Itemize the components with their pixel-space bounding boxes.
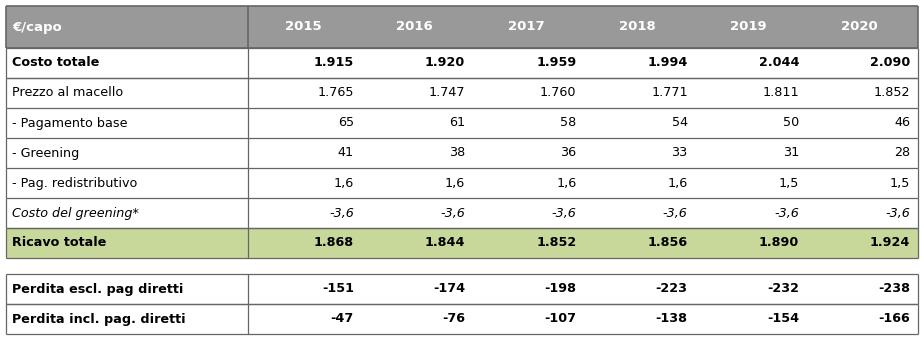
Text: 1.924: 1.924 xyxy=(869,237,910,250)
Text: 2016: 2016 xyxy=(396,20,433,34)
Text: -198: -198 xyxy=(544,282,577,295)
Bar xyxy=(6,168,918,198)
Text: 1,6: 1,6 xyxy=(334,176,354,189)
Text: 1.811: 1.811 xyxy=(762,87,799,100)
Text: 58: 58 xyxy=(560,116,577,130)
Text: 2019: 2019 xyxy=(730,20,767,34)
Text: 2018: 2018 xyxy=(619,20,655,34)
Bar xyxy=(6,228,918,258)
Text: 1.844: 1.844 xyxy=(425,237,465,250)
Text: -3,6: -3,6 xyxy=(441,207,465,219)
Text: 2015: 2015 xyxy=(285,20,322,34)
Text: Prezzo al macello: Prezzo al macello xyxy=(12,87,123,100)
Text: -166: -166 xyxy=(879,313,910,325)
Bar xyxy=(6,274,918,304)
Text: 41: 41 xyxy=(338,146,354,160)
Text: -151: -151 xyxy=(322,282,354,295)
Text: 1,6: 1,6 xyxy=(445,176,465,189)
Text: -47: -47 xyxy=(331,313,354,325)
Text: Costo del greening*: Costo del greening* xyxy=(12,207,139,219)
Text: 33: 33 xyxy=(672,146,687,160)
Text: 1.959: 1.959 xyxy=(536,57,577,69)
Text: 28: 28 xyxy=(894,146,910,160)
Text: -3,6: -3,6 xyxy=(885,207,910,219)
Text: Perdita incl. pag. diretti: Perdita incl. pag. diretti xyxy=(12,313,186,325)
Text: 61: 61 xyxy=(449,116,465,130)
Bar xyxy=(6,78,918,108)
Text: 50: 50 xyxy=(783,116,799,130)
Text: 65: 65 xyxy=(338,116,354,130)
Text: - Pag. redistributivo: - Pag. redistributivo xyxy=(12,176,138,189)
Text: 1.771: 1.771 xyxy=(651,87,687,100)
Text: - Pagamento base: - Pagamento base xyxy=(12,116,128,130)
Text: 36: 36 xyxy=(560,146,577,160)
Text: 1.760: 1.760 xyxy=(540,87,577,100)
Bar xyxy=(6,6,918,48)
Text: 1.765: 1.765 xyxy=(318,87,354,100)
Text: 1,5: 1,5 xyxy=(890,176,910,189)
Text: -107: -107 xyxy=(544,313,577,325)
Text: €/capo: €/capo xyxy=(12,20,62,34)
Text: 46: 46 xyxy=(894,116,910,130)
Text: 2017: 2017 xyxy=(507,20,544,34)
Text: -3,6: -3,6 xyxy=(552,207,577,219)
Text: 1.856: 1.856 xyxy=(648,237,687,250)
Text: Ricavo totale: Ricavo totale xyxy=(12,237,106,250)
Text: -138: -138 xyxy=(656,313,687,325)
Text: -238: -238 xyxy=(879,282,910,295)
Bar xyxy=(6,48,918,78)
Text: 54: 54 xyxy=(672,116,687,130)
Bar xyxy=(6,198,918,228)
Text: 2.090: 2.090 xyxy=(870,57,910,69)
Text: -3,6: -3,6 xyxy=(774,207,799,219)
Text: -232: -232 xyxy=(767,282,799,295)
Text: 1.994: 1.994 xyxy=(648,57,687,69)
Text: 1,6: 1,6 xyxy=(667,176,687,189)
Text: 1,5: 1,5 xyxy=(779,176,799,189)
Text: -76: -76 xyxy=(443,313,465,325)
Text: -154: -154 xyxy=(767,313,799,325)
Text: - Greening: - Greening xyxy=(12,146,79,160)
Text: 1.915: 1.915 xyxy=(313,57,354,69)
Text: -174: -174 xyxy=(433,282,465,295)
Text: 1.747: 1.747 xyxy=(429,87,465,100)
Text: 1.920: 1.920 xyxy=(425,57,465,69)
Bar xyxy=(6,138,918,168)
Bar xyxy=(6,108,918,138)
Text: 38: 38 xyxy=(449,146,465,160)
Text: Perdita escl. pag diretti: Perdita escl. pag diretti xyxy=(12,282,183,295)
Bar xyxy=(6,304,918,334)
Text: 2020: 2020 xyxy=(841,20,878,34)
Text: 2.044: 2.044 xyxy=(759,57,799,69)
Text: 1.852: 1.852 xyxy=(874,87,910,100)
Text: -223: -223 xyxy=(656,282,687,295)
Text: 1.890: 1.890 xyxy=(759,237,799,250)
Text: 1.868: 1.868 xyxy=(314,237,354,250)
Text: -3,6: -3,6 xyxy=(329,207,354,219)
Text: 1,6: 1,6 xyxy=(556,176,577,189)
Text: -3,6: -3,6 xyxy=(663,207,687,219)
Text: 31: 31 xyxy=(783,146,799,160)
Text: Costo totale: Costo totale xyxy=(12,57,100,69)
Text: 1.852: 1.852 xyxy=(536,237,577,250)
